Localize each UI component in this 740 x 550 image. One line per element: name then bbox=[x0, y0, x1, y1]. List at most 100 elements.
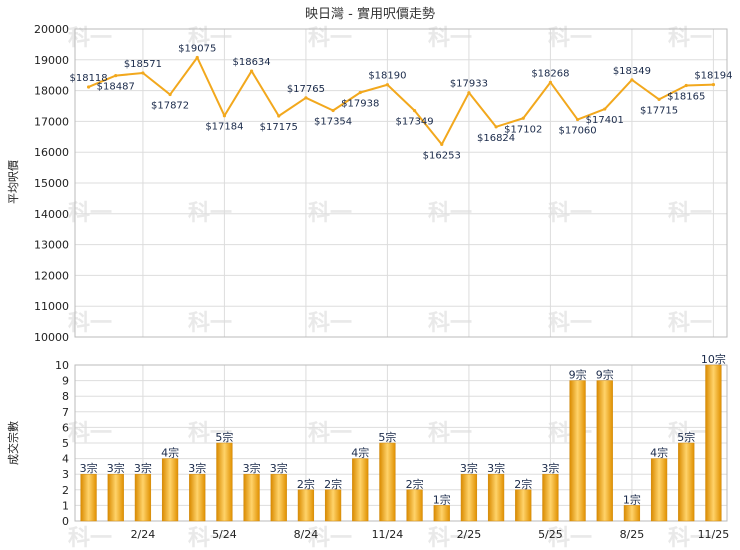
price-point-label: $16253 bbox=[423, 150, 461, 161]
count-tick-label: 10 bbox=[55, 359, 69, 372]
price-point-label: $18268 bbox=[531, 68, 569, 79]
price-tick-label: 16000 bbox=[34, 146, 69, 159]
price-point bbox=[222, 114, 227, 118]
count-bar-label: 5宗 bbox=[215, 430, 233, 444]
price-point-label: $17938 bbox=[341, 99, 379, 110]
count-plot-frame bbox=[74, 364, 728, 522]
price-point-label: $16824 bbox=[477, 133, 515, 144]
price-line bbox=[88, 56, 714, 146]
price-tick-label: 19000 bbox=[34, 54, 69, 67]
price-point bbox=[521, 116, 525, 120]
watermark: 科一 bbox=[308, 421, 352, 446]
count-bar-label: 9宗 bbox=[596, 368, 614, 382]
price-point bbox=[277, 114, 281, 118]
price-point bbox=[331, 108, 335, 113]
price-point-label: $18165 bbox=[667, 92, 705, 103]
price-point-label: $17933 bbox=[450, 79, 488, 90]
price-point bbox=[304, 96, 308, 100]
count-tick-label: 0 bbox=[62, 515, 69, 528]
price-tick-label: 18000 bbox=[34, 85, 69, 98]
price-point-label: $17354 bbox=[314, 116, 352, 127]
count-tick-label: 9 bbox=[62, 375, 69, 388]
count-bar bbox=[515, 489, 532, 522]
watermark: 科一 bbox=[428, 526, 472, 550]
count-bar-label: 10宗 bbox=[701, 352, 726, 366]
count-tick-label: 6 bbox=[62, 421, 69, 434]
count-bar-label: 3宗 bbox=[188, 461, 206, 475]
watermark: 科一 bbox=[548, 311, 592, 336]
count-bar bbox=[189, 473, 206, 522]
watermark: 科一 bbox=[548, 26, 592, 51]
x-tick-label: 5/25 bbox=[538, 528, 563, 541]
price-point-label: $18571 bbox=[124, 59, 162, 70]
price-point-label: $18349 bbox=[613, 66, 651, 77]
x-tick-label: 2/24 bbox=[131, 528, 156, 541]
watermark-layer: 科一科一科一科一科一科一科一科一科一科一科一科一科一科一科一科一科一科一科一科一… bbox=[68, 26, 712, 550]
price-point bbox=[684, 83, 688, 88]
price-point-label: $17349 bbox=[395, 117, 433, 128]
axis-labels: 10000 11000 12000 13000 14000 15000 16000 17000… bbox=[34, 23, 729, 541]
count-bar bbox=[460, 473, 478, 522]
watermark: 科一 bbox=[668, 421, 712, 446]
count-bar-label: 3宗 bbox=[460, 461, 478, 475]
watermark: 科一 bbox=[668, 311, 712, 336]
price-tick-label: 12000 bbox=[34, 269, 69, 282]
x-tick-label: 2/25 bbox=[457, 528, 482, 541]
count-bar-label: 3宗 bbox=[243, 461, 261, 475]
watermark: 科一 bbox=[548, 526, 592, 550]
price-point-label: $17102 bbox=[504, 124, 542, 135]
count-bar-label: 3宗 bbox=[541, 461, 559, 475]
price-point bbox=[385, 83, 390, 87]
count-tick-label: 7 bbox=[62, 406, 69, 419]
watermark: 科一 bbox=[188, 311, 232, 336]
bar-series bbox=[80, 364, 722, 522]
watermark: 科一 bbox=[428, 421, 472, 446]
count-bar-label: 2宗 bbox=[406, 477, 424, 491]
price-point-label: $19075 bbox=[178, 43, 216, 54]
price-point-label: $17872 bbox=[151, 101, 189, 112]
count-bar-label: 5宗 bbox=[677, 430, 695, 444]
count-bar bbox=[542, 473, 559, 522]
count-tick-label: 4 bbox=[62, 453, 69, 466]
watermark: 科一 bbox=[308, 26, 352, 51]
price-line-series bbox=[86, 55, 716, 147]
count-bar bbox=[297, 489, 315, 522]
price-tick-label: 10000 bbox=[34, 331, 69, 344]
price-point bbox=[412, 109, 417, 113]
count-bar bbox=[705, 364, 722, 522]
count-bar-label: 3宗 bbox=[270, 461, 288, 475]
watermark: 科一 bbox=[428, 311, 472, 336]
price-point-label: $18634 bbox=[232, 57, 270, 68]
count-axis-title: 成交宗數 bbox=[6, 421, 20, 465]
price-point-label: $17175 bbox=[260, 122, 298, 133]
x-tick-label: 8/25 bbox=[620, 528, 645, 541]
plot-frames bbox=[74, 28, 728, 522]
price-tick-label: 17000 bbox=[34, 115, 69, 128]
count-bar bbox=[379, 442, 396, 522]
count-bar bbox=[569, 380, 586, 522]
count-tick-label: 2 bbox=[62, 484, 69, 497]
price-plot-frame bbox=[74, 28, 728, 338]
price-point bbox=[575, 117, 580, 122]
watermark: 科一 bbox=[68, 526, 112, 550]
count-bar-label: 4宗 bbox=[351, 446, 369, 460]
price-point-label: $17060 bbox=[558, 126, 596, 137]
watermark: 科一 bbox=[308, 311, 352, 336]
price-point-label: $18487 bbox=[97, 82, 135, 93]
count-bar bbox=[243, 473, 260, 522]
count-bar bbox=[406, 489, 423, 522]
price-tick-label: 20000 bbox=[34, 23, 69, 36]
price-point bbox=[657, 97, 661, 101]
count-bar-label: 3宗 bbox=[134, 461, 152, 475]
count-bar-label: 4宗 bbox=[161, 446, 179, 460]
x-tick-label: 8/24 bbox=[294, 528, 319, 541]
price-tick-label: 13000 bbox=[34, 239, 69, 252]
price-point bbox=[114, 74, 118, 78]
count-bar-label: 2宗 bbox=[324, 477, 342, 491]
count-bar bbox=[623, 505, 641, 522]
watermark: 科一 bbox=[668, 26, 712, 51]
price-point bbox=[440, 142, 444, 147]
x-tick-label: 11/24 bbox=[372, 528, 404, 541]
price-point-label: $17401 bbox=[586, 115, 624, 126]
